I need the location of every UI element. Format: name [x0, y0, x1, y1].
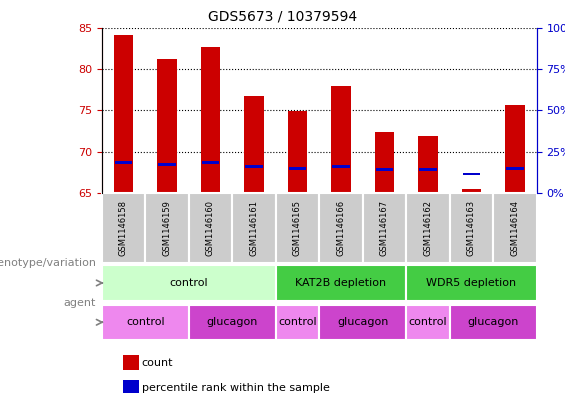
Bar	[123, 380, 139, 393]
Bar	[406, 193, 450, 263]
Text: control: control	[278, 317, 317, 327]
Bar	[406, 305, 450, 340]
Text: count: count	[142, 358, 173, 367]
Text: GSM1146163: GSM1146163	[467, 200, 476, 256]
Bar	[289, 167, 306, 170]
Bar	[115, 161, 132, 164]
Bar	[493, 193, 537, 263]
Text: WDR5 depletion: WDR5 depletion	[427, 278, 516, 288]
Bar	[363, 193, 406, 263]
Text: agent: agent	[64, 298, 96, 308]
Bar	[157, 59, 177, 193]
Bar	[406, 265, 537, 301]
Bar	[245, 165, 263, 168]
Bar	[450, 305, 537, 340]
Bar	[505, 105, 525, 193]
Text: GSM1146162: GSM1146162	[424, 200, 432, 256]
Text: GDS5673 / 10379594: GDS5673 / 10379594	[208, 9, 357, 24]
Bar	[506, 167, 524, 170]
Bar	[319, 193, 363, 263]
Text: control: control	[408, 317, 447, 327]
Text: glucagon: glucagon	[207, 317, 258, 327]
Bar	[189, 305, 276, 340]
Bar	[419, 169, 437, 171]
Text: GSM1146167: GSM1146167	[380, 200, 389, 256]
Bar	[158, 163, 176, 165]
Bar	[462, 189, 481, 193]
Bar	[232, 193, 276, 263]
Text: glucagon: glucagon	[337, 317, 388, 327]
Text: GSM1146165: GSM1146165	[293, 200, 302, 256]
Bar	[276, 305, 319, 340]
Bar	[102, 305, 189, 340]
Bar	[244, 95, 264, 193]
Bar	[376, 169, 393, 171]
Bar	[202, 161, 219, 164]
Bar	[375, 132, 394, 193]
Bar	[114, 35, 133, 193]
Bar	[201, 47, 220, 193]
Text: glucagon: glucagon	[468, 317, 519, 327]
Bar	[418, 136, 438, 193]
Text: control: control	[126, 317, 164, 327]
Text: GSM1146160: GSM1146160	[206, 200, 215, 256]
Bar	[463, 173, 480, 175]
Text: GSM1146159: GSM1146159	[163, 200, 171, 256]
Text: GSM1146161: GSM1146161	[250, 200, 258, 256]
Bar	[189, 193, 232, 263]
Bar	[276, 265, 406, 301]
Bar	[319, 305, 406, 340]
Text: GSM1146164: GSM1146164	[511, 200, 519, 256]
Text: genotype/variation: genotype/variation	[0, 258, 96, 268]
Bar	[288, 111, 307, 193]
Bar	[145, 193, 189, 263]
Bar	[331, 86, 351, 193]
Text: percentile rank within the sample: percentile rank within the sample	[142, 383, 329, 393]
Bar	[276, 193, 319, 263]
Text: control: control	[170, 278, 208, 288]
Bar	[102, 193, 145, 263]
Text: KAT2B depletion: KAT2B depletion	[295, 278, 386, 288]
Bar	[332, 165, 350, 168]
Text: GSM1146166: GSM1146166	[337, 200, 345, 256]
Bar	[123, 355, 139, 370]
Text: GSM1146158: GSM1146158	[119, 200, 128, 256]
Bar	[450, 193, 493, 263]
Bar	[102, 265, 276, 301]
